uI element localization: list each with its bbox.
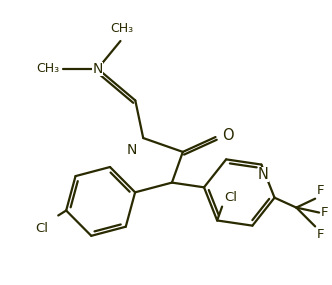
Text: F: F	[317, 228, 325, 241]
Text: CH₃: CH₃	[36, 62, 59, 75]
Text: N: N	[258, 166, 269, 182]
Text: N: N	[127, 143, 137, 157]
Text: Cl: Cl	[224, 191, 237, 203]
Text: F: F	[317, 184, 325, 197]
Text: F: F	[321, 206, 329, 219]
Text: O: O	[222, 128, 234, 142]
Text: Cl: Cl	[35, 222, 48, 235]
Text: N: N	[93, 62, 103, 76]
Text: CH₃: CH₃	[110, 22, 133, 35]
